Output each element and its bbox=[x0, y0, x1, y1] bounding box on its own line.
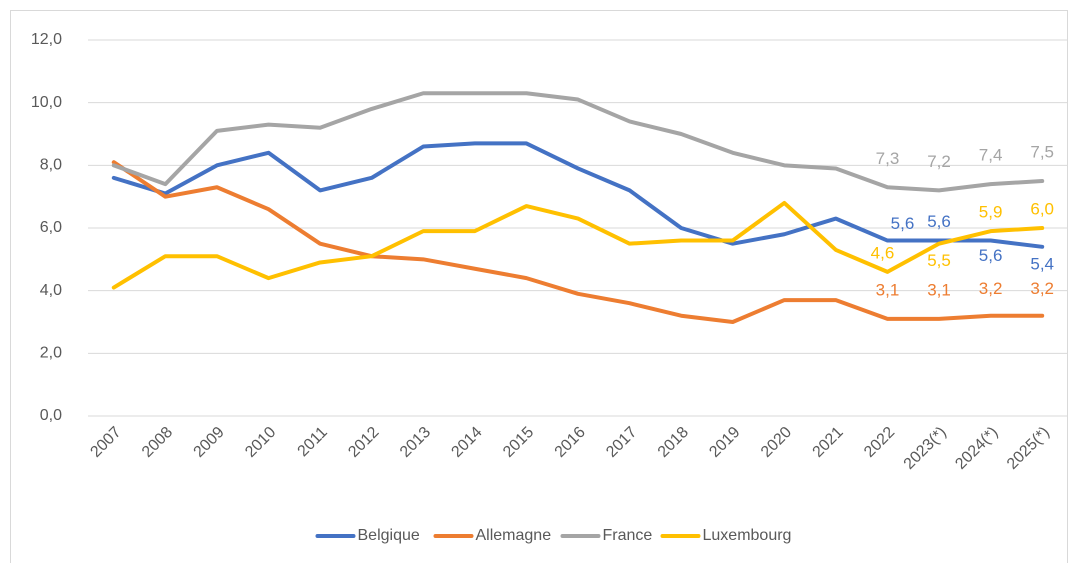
x-tick-label: 2008 bbox=[139, 424, 176, 461]
x-tick-label: 2022 bbox=[861, 424, 898, 461]
x-tick-label: 2025(*) bbox=[1004, 424, 1053, 473]
legend-label: Luxembourg bbox=[703, 527, 792, 544]
x-tick-label: 2024(*) bbox=[952, 424, 1001, 473]
legend-label: France bbox=[603, 527, 653, 544]
y-tick-label: 0,0 bbox=[40, 407, 62, 424]
x-tick-label: 2007 bbox=[87, 424, 124, 461]
series-line bbox=[111, 141, 1045, 249]
data-label: 5,9 bbox=[979, 203, 1003, 222]
data-label: 7,4 bbox=[979, 146, 1003, 165]
series-line bbox=[111, 200, 1045, 290]
x-tick-label: 2009 bbox=[191, 424, 228, 461]
x-tick-label: 2013 bbox=[397, 424, 434, 461]
series-line bbox=[111, 91, 1045, 193]
x-tick-label: 2014 bbox=[448, 424, 485, 461]
x-tick-label: 2021 bbox=[810, 424, 847, 461]
y-tick-label: 10,0 bbox=[31, 94, 62, 111]
x-tick-label: 2017 bbox=[603, 424, 640, 461]
y-tick-label: 4,0 bbox=[40, 282, 62, 299]
data-label: 5,4 bbox=[1030, 254, 1054, 273]
x-tick-label: 2023(*) bbox=[901, 424, 950, 473]
data-label: 3,2 bbox=[979, 279, 1003, 298]
data-label: 6,0 bbox=[1030, 199, 1054, 218]
x-tick-label: 2018 bbox=[655, 424, 692, 461]
legend-label: Belgique bbox=[358, 527, 420, 544]
x-tick-label: 2010 bbox=[242, 424, 279, 461]
x-tick-label: 2019 bbox=[706, 424, 743, 461]
y-tick-label: 2,0 bbox=[40, 345, 62, 362]
data-label: 7,3 bbox=[876, 149, 900, 168]
data-label: 3,1 bbox=[927, 280, 951, 299]
x-tick-label: 2012 bbox=[345, 424, 382, 461]
data-label: 3,2 bbox=[1030, 279, 1054, 298]
y-tick-label: 6,0 bbox=[40, 219, 62, 236]
data-label: 5,6 bbox=[927, 212, 951, 231]
x-tick-label: 2016 bbox=[552, 424, 589, 461]
legend-label: Allemagne bbox=[476, 527, 552, 544]
data-label: 4,6 bbox=[871, 243, 895, 262]
data-label: 5,6 bbox=[891, 214, 915, 233]
x-tick-label: 2011 bbox=[295, 424, 331, 460]
data-label: 5,5 bbox=[927, 251, 951, 270]
series-line bbox=[111, 160, 1045, 324]
x-tick-label: 2015 bbox=[500, 424, 537, 461]
y-tick-label: 12,0 bbox=[31, 31, 62, 48]
data-label: 7,5 bbox=[1030, 142, 1054, 161]
x-tick-label: 2020 bbox=[758, 424, 795, 461]
y-tick-label: 8,0 bbox=[40, 157, 62, 174]
data-label: 3,1 bbox=[876, 280, 900, 299]
data-label: 5,6 bbox=[979, 246, 1003, 265]
data-label: 7,2 bbox=[927, 152, 951, 171]
